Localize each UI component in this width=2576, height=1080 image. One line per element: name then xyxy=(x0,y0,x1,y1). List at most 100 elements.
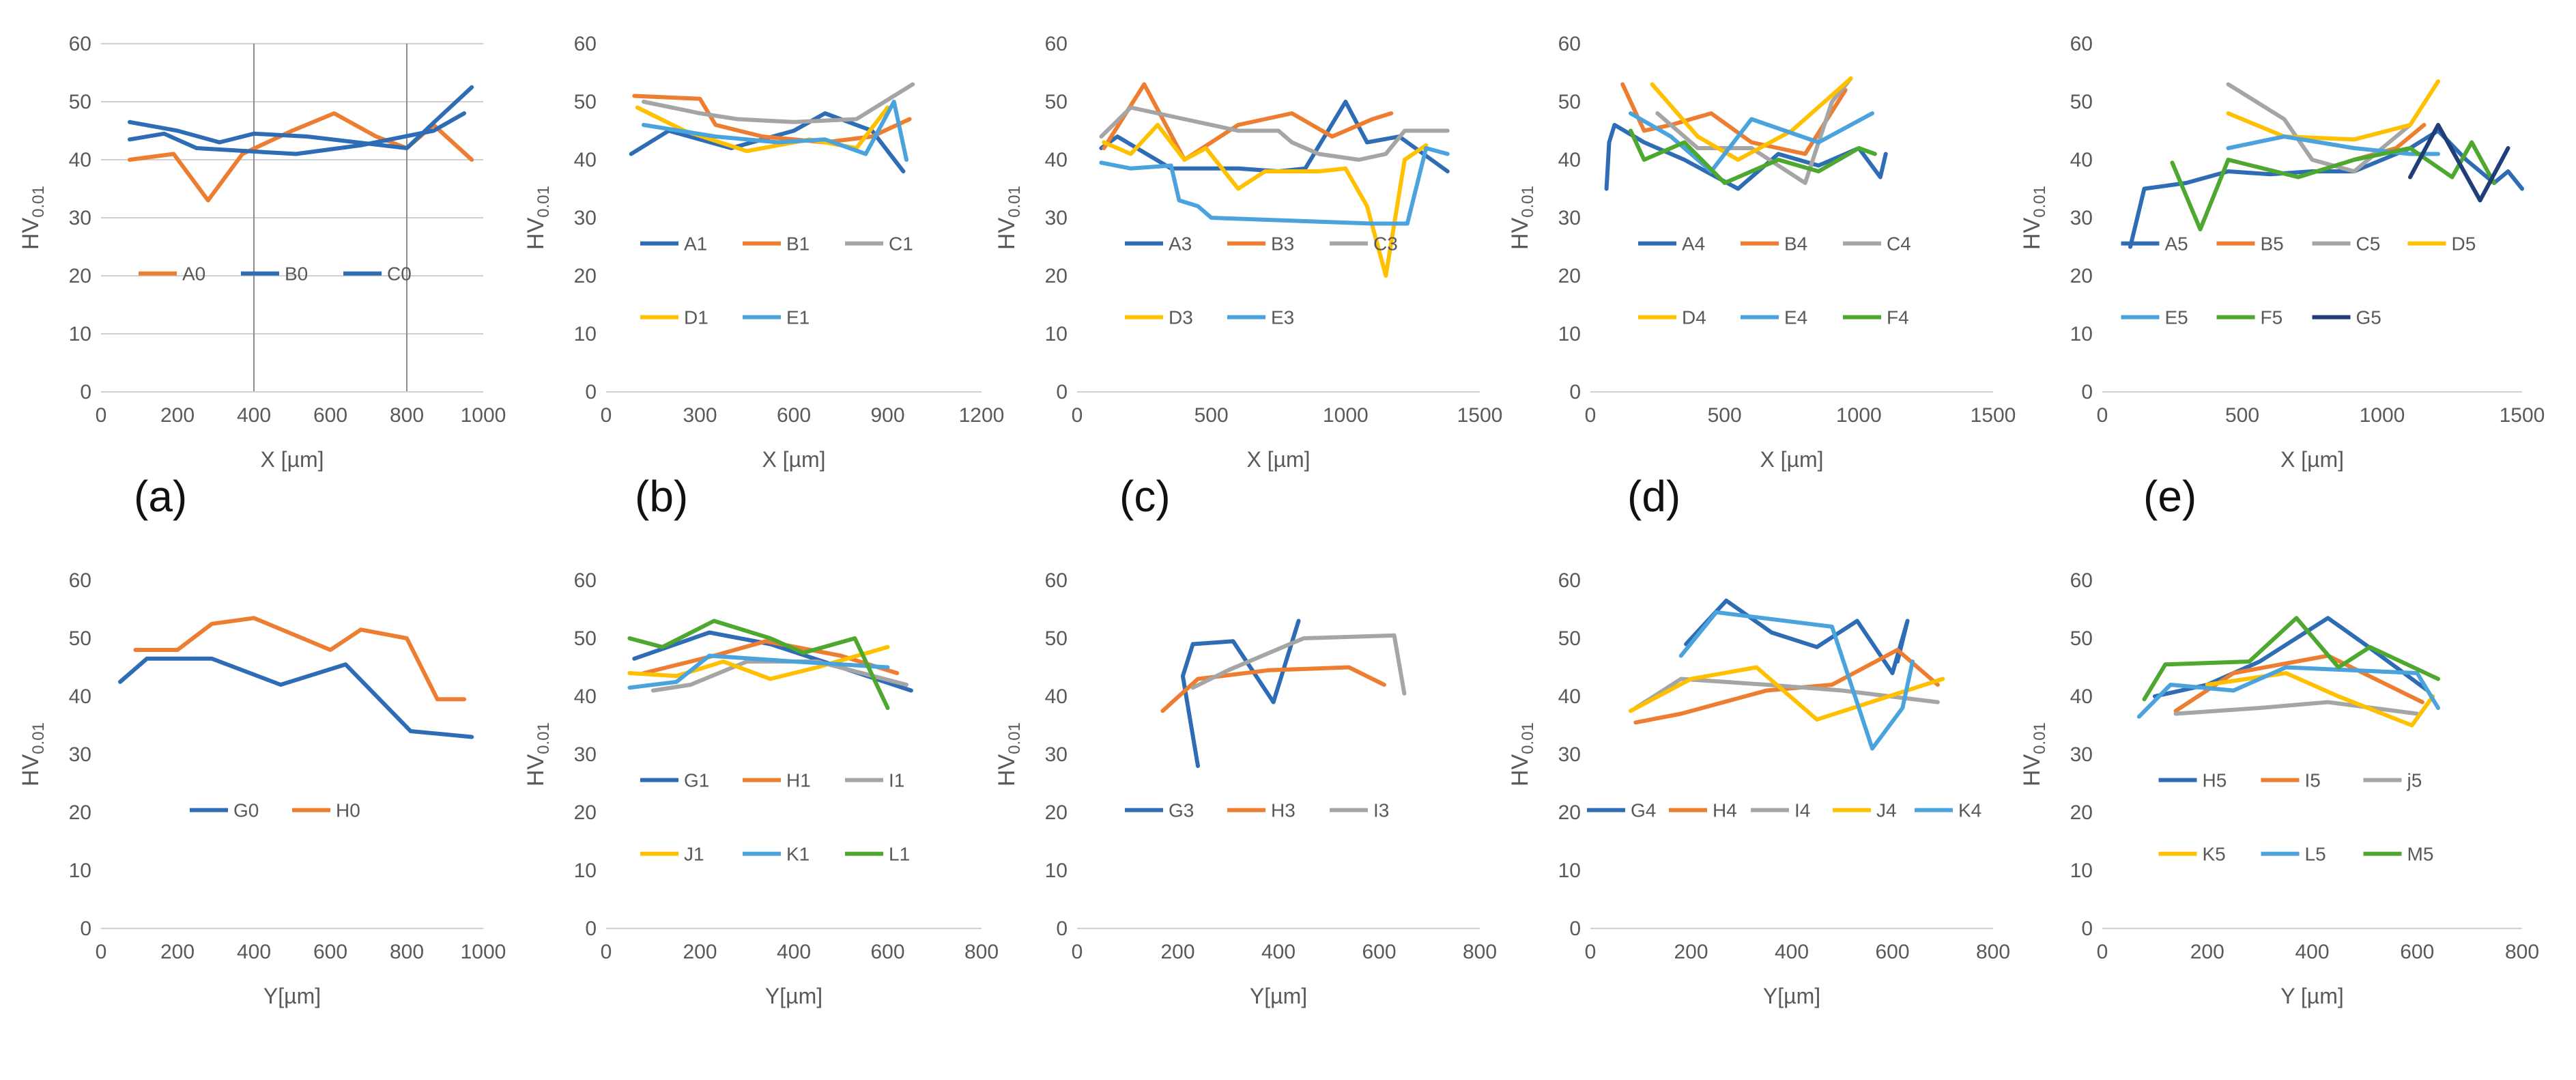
x-tick-label: 1000 xyxy=(461,404,506,427)
legend-label-D5: D5 xyxy=(2452,233,2476,255)
y-tick-label: 60 xyxy=(1045,33,1068,55)
y-tick-label: 30 xyxy=(69,743,91,766)
y-tick-label: 50 xyxy=(574,91,597,113)
x-tick-label: 0 xyxy=(2097,941,2108,963)
legend-label-I5: I5 xyxy=(2305,770,2321,791)
x-tick-label: 1500 xyxy=(1457,404,1503,427)
y-axis-title-subscript: 0.01 xyxy=(534,186,553,218)
x-axis-title: Y[µm] xyxy=(1250,984,1307,1008)
x-tick-label: 600 xyxy=(1362,941,1396,963)
series-line-D3 xyxy=(1102,123,1429,278)
panel-letter-e: (e) xyxy=(2143,472,2197,521)
x-tick-label: 800 xyxy=(1463,941,1497,963)
y-axis-title-main: HV xyxy=(994,217,1020,250)
chart-2: 0 10 20 30 40 50 60 0 500 1000 1500 X [µm] HV0.01 A3 B… xyxy=(994,33,1502,472)
y-tick-label: 10 xyxy=(69,859,91,882)
legend-label-E3: E3 xyxy=(1271,307,1294,328)
x-tick-label: 0 xyxy=(96,941,107,963)
series-line-K5 xyxy=(2205,671,2435,728)
series-line-I4 xyxy=(1633,677,1940,710)
y-tick-label: 20 xyxy=(1045,265,1068,287)
y-axis-title-subscript: 0.01 xyxy=(1519,722,1537,754)
x-tick-label: 300 xyxy=(683,404,717,427)
legend-label-G4: G4 xyxy=(1631,800,1656,821)
legend-label-H0: H0 xyxy=(336,800,360,821)
series-line-D1 xyxy=(635,105,890,154)
y-tick-label: 30 xyxy=(2070,743,2093,766)
y-axis-title: HV0.01 xyxy=(2019,722,2049,786)
x-tick-label: 0 xyxy=(601,404,612,427)
y-tick-label: 50 xyxy=(69,91,91,113)
legend-label-H4: H4 xyxy=(1713,800,1737,821)
y-axis-title-main: HV xyxy=(523,754,549,786)
series-line-H0 xyxy=(133,616,466,702)
legend-label-C3: C3 xyxy=(1373,233,1398,255)
x-tick-label: 600 xyxy=(2400,941,2434,963)
legend-label-E1: E1 xyxy=(786,307,810,328)
y-axis-title-main: HV xyxy=(1507,754,1533,786)
y-axis-title-main: HV xyxy=(2019,754,2045,786)
y-tick-label: 10 xyxy=(2070,859,2093,882)
y-axis-title-subscript: 0.01 xyxy=(29,722,48,754)
series-line-B0 xyxy=(128,111,466,156)
x-tick-label: 800 xyxy=(390,404,424,427)
y-tick-label: 60 xyxy=(69,569,91,592)
legend-label-L5: L5 xyxy=(2305,844,2326,865)
y-axis-title-main: HV xyxy=(1507,217,1533,250)
x-tick-label: 200 xyxy=(1674,941,1708,963)
legend-label-E4: E4 xyxy=(1784,307,1807,328)
series-line-G5 xyxy=(2408,123,2510,203)
y-tick-label: 40 xyxy=(1558,149,1581,171)
series-line-A0 xyxy=(128,111,474,203)
x-axis-title: X [µm] xyxy=(762,447,825,472)
series-line-B3 xyxy=(1102,82,1394,162)
y-tick-label: 40 xyxy=(1045,149,1068,171)
legend-label-D1: D1 xyxy=(684,307,709,328)
series-line-M5 xyxy=(2142,616,2440,702)
x-tick-label: 1000 xyxy=(1323,404,1369,427)
x-axis-title: X [µm] xyxy=(2280,447,2344,472)
x-tick-label: 500 xyxy=(2225,404,2259,427)
series-line-D5 xyxy=(2226,79,2440,142)
y-tick-label: 40 xyxy=(2070,149,2093,171)
y-tick-label: 50 xyxy=(574,627,597,650)
x-axis-title: X [µm] xyxy=(1246,447,1310,472)
y-tick-label: 10 xyxy=(1045,859,1068,882)
series-line-G4 xyxy=(1684,598,1910,675)
legend-label-C1: C1 xyxy=(889,233,913,255)
y-tick-label: 50 xyxy=(2070,627,2093,650)
legend-label-G0: G0 xyxy=(233,800,259,821)
y-tick-label: 30 xyxy=(574,207,597,229)
series-line-A4 xyxy=(1604,123,1888,191)
x-tick-label: 0 xyxy=(1072,941,1083,963)
y-tick-label: 0 xyxy=(585,918,597,940)
x-tick-label: 400 xyxy=(1261,941,1296,963)
legend-label-J4: J4 xyxy=(1876,800,1897,821)
x-tick-label: 200 xyxy=(2190,941,2224,963)
legend-label-B5: B5 xyxy=(2261,233,2284,255)
y-axis-title: HV0.01 xyxy=(2019,186,2049,250)
legend-label-C0: C0 xyxy=(387,264,412,285)
y-axis-title: HV0.01 xyxy=(18,722,48,786)
series-line-I5 xyxy=(2173,653,2424,713)
legend-label-C4: C4 xyxy=(1887,233,1911,255)
y-tick-label: 30 xyxy=(69,207,91,229)
y-tick-label: 20 xyxy=(2070,801,2093,824)
y-tick-label: 20 xyxy=(574,265,597,287)
y-tick-label: 30 xyxy=(1045,207,1068,229)
y-axis-title-main: HV xyxy=(18,754,44,786)
series-line-K4 xyxy=(1678,610,1915,751)
y-tick-label: 0 xyxy=(2081,918,2093,940)
x-tick-label: 800 xyxy=(2505,941,2539,963)
legend-label-I1: I1 xyxy=(889,770,904,791)
y-tick-label: 40 xyxy=(69,149,91,171)
y-tick-label: 0 xyxy=(1569,918,1581,940)
y-tick-label: 10 xyxy=(2070,323,2093,345)
legend-label-G5: G5 xyxy=(2356,307,2381,328)
y-tick-label: 50 xyxy=(69,627,91,650)
y-axis-title: HV0.01 xyxy=(1507,186,1537,250)
series-line-C1 xyxy=(642,82,915,124)
y-axis-title-subscript: 0.01 xyxy=(534,722,553,754)
series-line-I3 xyxy=(1190,633,1407,696)
